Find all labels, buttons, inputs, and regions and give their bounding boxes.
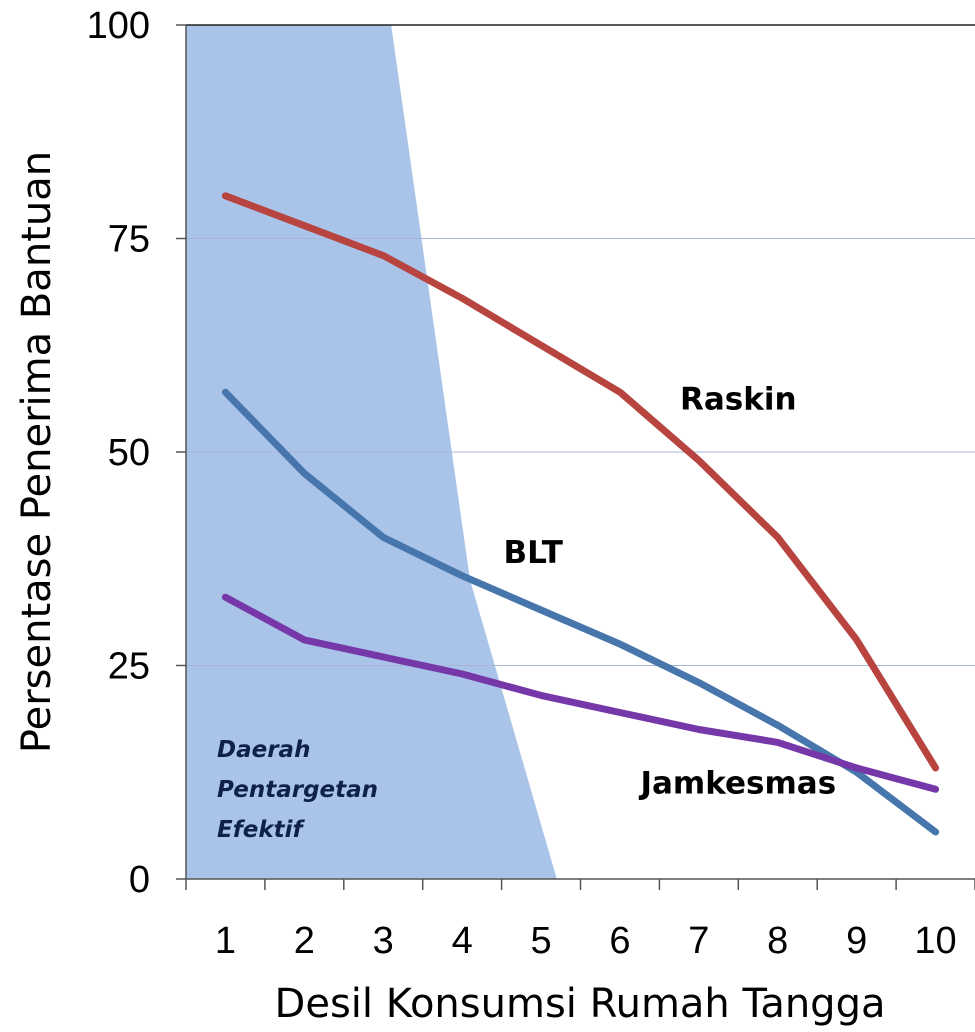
series-line-blt bbox=[221, 388, 940, 836]
series-line-jamkesmas bbox=[221, 593, 940, 793]
y-tick-label-4: 100 bbox=[87, 5, 150, 47]
x-tick-label-2: 2 bbox=[294, 920, 315, 962]
x-tick-label-9: 9 bbox=[846, 920, 867, 962]
y-axis-title: Persentase Penerima Bantuan bbox=[14, 151, 60, 753]
x-axis-title: Desil Konsumsi Rumah Tangga bbox=[275, 981, 886, 1027]
y-tick-label-2: 50 bbox=[108, 432, 150, 474]
series-label-blt: BLT bbox=[503, 535, 562, 571]
x-tick-label-8: 8 bbox=[767, 920, 788, 962]
series-lines bbox=[221, 192, 940, 836]
gridlines bbox=[186, 24, 975, 666]
x-tick-label-1: 1 bbox=[215, 920, 236, 962]
region-label-line-1: Daerah bbox=[217, 737, 310, 763]
x-tick-label-6: 6 bbox=[609, 920, 630, 962]
y-tick-label-1: 25 bbox=[108, 646, 150, 688]
series-label-jamkesmas: Jamkesmas bbox=[638, 766, 836, 802]
x-tick-label-10: 10 bbox=[914, 920, 956, 962]
x-tick-label-4: 4 bbox=[452, 920, 473, 962]
series-line-raskin bbox=[221, 192, 940, 772]
x-tick-label-7: 7 bbox=[688, 920, 709, 962]
labels: 0 25 50 75 100 1 2 3 4 5 6 7 8 9 10 Raskin BLT Jamkesmas D… bbox=[87, 5, 957, 962]
region-label-line-2: Pentargetan bbox=[217, 777, 378, 803]
y-tick-label-3: 75 bbox=[108, 219, 150, 261]
axes bbox=[176, 24, 975, 890]
region-label-line-3: Efektif bbox=[217, 817, 305, 843]
x-tick-label-5: 5 bbox=[530, 920, 551, 962]
y-tick-label-0: 0 bbox=[129, 859, 150, 901]
x-tick-label-3: 3 bbox=[373, 920, 394, 962]
series-label-raskin: Raskin bbox=[680, 381, 797, 417]
